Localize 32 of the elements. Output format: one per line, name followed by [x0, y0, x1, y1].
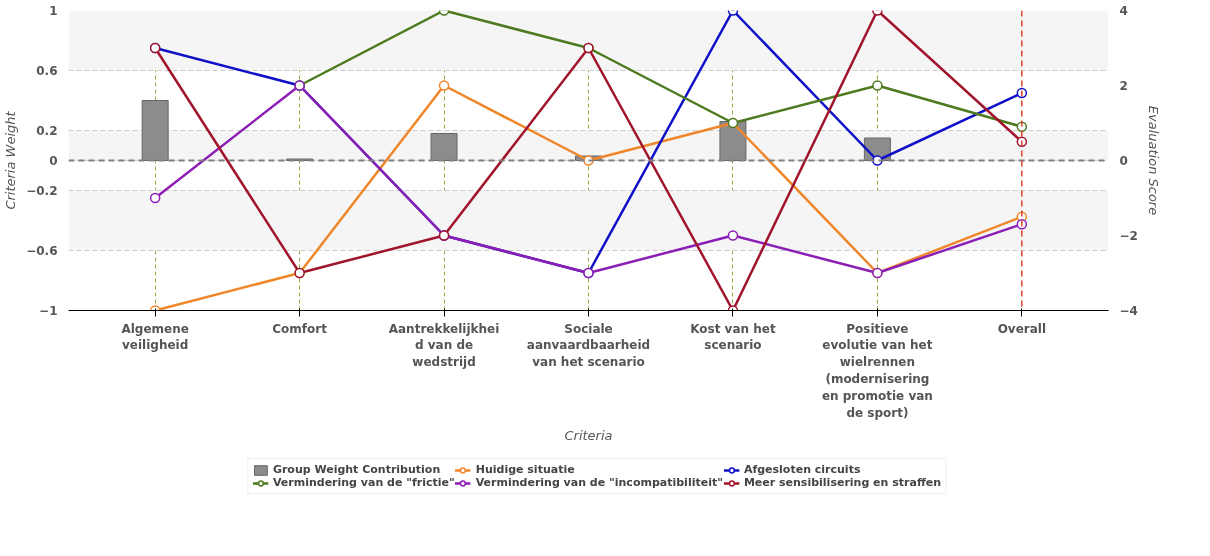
point — [872, 80, 883, 91]
y-tick-label: 0.2 — [36, 124, 58, 138]
y-tick-label: 0 — [49, 154, 58, 168]
x-tick-label: Comfort — [272, 321, 328, 336]
y-tick-label: 0.6 — [36, 64, 58, 78]
y-tick-label: −1 — [39, 304, 58, 318]
legend-label: Huidige situatie — [475, 463, 575, 476]
y-tick-label: 1 — [49, 4, 58, 18]
y-axis-title: Criteria Weight — [3, 110, 19, 210]
x-axis-title: Criteria — [564, 427, 613, 443]
point — [149, 192, 161, 204]
legend-label: Vermindering van de "incompatibiliteit" — [475, 476, 723, 489]
y2-axis-title: Evaluation Score — [1145, 105, 1161, 216]
legend-label: Vermindering van de "frictie" — [272, 476, 455, 489]
y-tick-label: −0.6 — [26, 244, 58, 258]
legend-label: Group Weight Contribution — [272, 463, 441, 476]
x-tick-label: Positieve evolutie van het wielrennen (modernisering en promotie van de sport) — [821, 321, 933, 420]
legend-label: Afgesloten circuits — [743, 463, 861, 476]
y2-tick-label: −4 — [1119, 304, 1138, 318]
y2-tick-label: 0 — [1119, 154, 1128, 168]
y2-tick-label: −2 — [1119, 229, 1138, 243]
x-tick-label: Overall — [997, 321, 1047, 336]
y2-tick-label: 2 — [1119, 79, 1128, 93]
y-tick-label: −0.2 — [26, 184, 58, 198]
x-tick-label: Kost van het scenario — [690, 321, 776, 353]
y2-tick-label: 4 — [1119, 4, 1128, 18]
point — [438, 80, 450, 91]
x-tick-label: Algemene veiligheid — [121, 321, 189, 353]
legend-label: Meer sensibilisering en straffen — [743, 476, 942, 489]
x-tick-label: Sociale aanvaardbaarheid van het scenario — [526, 321, 651, 370]
point — [727, 230, 739, 241]
x-tick-label: Aantrekkelijkheid van de wedstrijd — [388, 321, 500, 370]
